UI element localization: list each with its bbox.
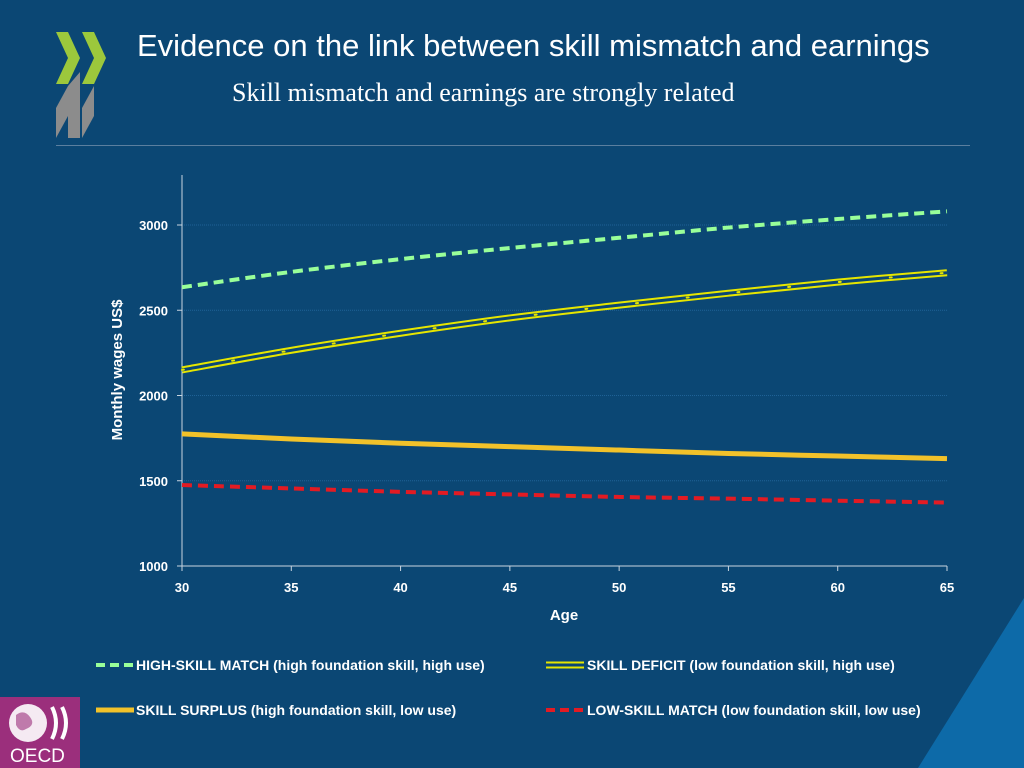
title-divider <box>56 145 970 146</box>
x-tick-label: 65 <box>940 580 954 595</box>
legend-swatches <box>96 661 584 713</box>
y-tick-label: 3000 <box>139 218 168 233</box>
axes: 1000 1500 2000 2500 3000 30 35 40 45 50 55 60 65 <box>139 175 954 595</box>
legend-label: HIGH-SKILL MATCH (high foundation skill,… <box>136 657 485 673</box>
y-tick-label: 2500 <box>139 303 168 318</box>
oecd-logo: OECD <box>0 697 80 768</box>
x-tick-label: 40 <box>393 580 407 595</box>
y-axis-label: Monthly wages US$ <box>109 299 126 441</box>
x-tick-label: 60 <box>830 580 844 595</box>
x-tick-label: 35 <box>284 580 298 595</box>
globe-icon <box>9 704 68 742</box>
y-tick-label: 2000 <box>139 389 168 404</box>
series-line-1 <box>181 269 948 374</box>
legend-label: SKILL DEFICIT (low foundation skill, hig… <box>587 657 895 673</box>
slide-title: Evidence on the link between skill misma… <box>137 28 930 63</box>
legend-label: SKILL SURPLUS (high foundation skill, lo… <box>136 702 457 718</box>
legend-item-low-skill-match: LOW-SKILL MATCH (low foundation skill, l… <box>587 702 921 718</box>
legend-item-skill-deficit: SKILL DEFICIT (low foundation skill, hig… <box>587 657 895 673</box>
slide-subtitle: Skill mismatch and earnings are strongly… <box>232 78 735 107</box>
series-lines <box>181 209 948 505</box>
legend-label: LOW-SKILL MATCH (low foundation skill, l… <box>587 702 921 718</box>
series-line-1-markers <box>181 271 948 371</box>
series-line-3 <box>181 483 948 505</box>
x-tick-label: 50 <box>612 580 626 595</box>
x-tick-label: 30 <box>175 580 189 595</box>
series-line-0 <box>181 209 948 290</box>
y-tick-label: 1000 <box>139 559 168 574</box>
series-line-1-inner <box>181 271 948 372</box>
x-tick-label: 55 <box>721 580 735 595</box>
series-line-2 <box>181 431 948 462</box>
x-tick-label: 45 <box>503 580 517 595</box>
legend-item-high-skill-match: HIGH-SKILL MATCH (high foundation skill,… <box>136 657 485 673</box>
x-axis-label: Age <box>550 607 578 624</box>
y-tick-label: 1500 <box>139 474 168 489</box>
oecd-chevrons-icon <box>56 32 106 138</box>
legend-item-skill-surplus: SKILL SURPLUS (high foundation skill, lo… <box>136 702 456 718</box>
oecd-logo-text: OECD <box>10 746 65 767</box>
